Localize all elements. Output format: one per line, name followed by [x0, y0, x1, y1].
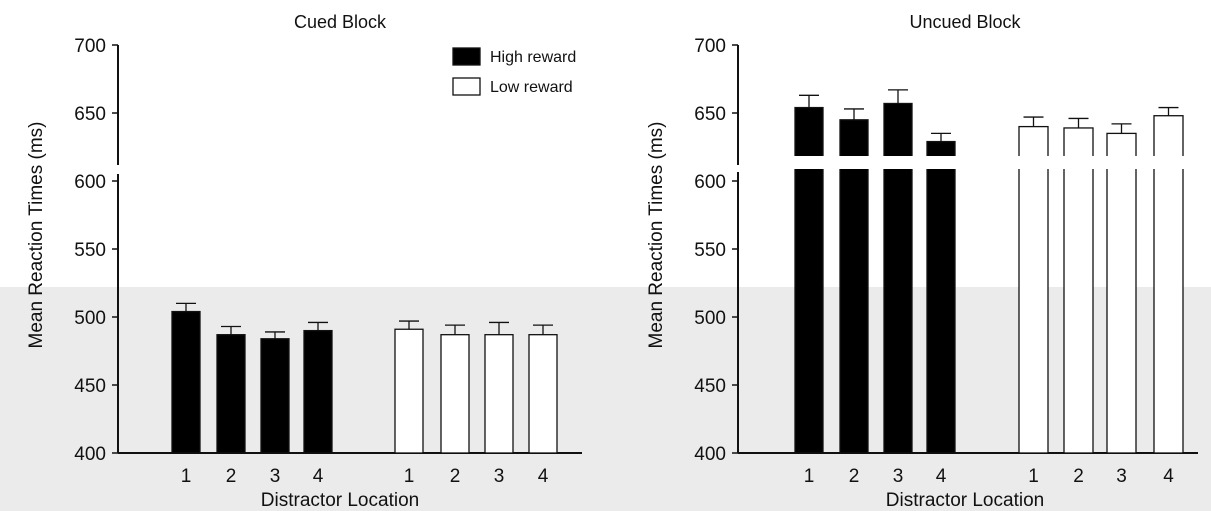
low-reward-bar-2	[440, 334, 470, 454]
chart-cued-block: Cued Block 400 450 500 550 600 650 700 Mean Reac…	[26, 12, 582, 511]
low-reward-bar-4	[528, 334, 558, 454]
x-tick-label: 4	[1163, 466, 1174, 487]
y-axis-label: Mean Reaction Times (ms)	[646, 121, 667, 348]
legend-label: Low reward	[490, 79, 573, 96]
y-tick-label: 600	[74, 172, 106, 193]
legend-swatch	[452, 77, 481, 96]
x-tick-label: 4	[313, 466, 324, 487]
chart-title: Cued Block	[294, 12, 387, 32]
y-tick-label: 500	[74, 308, 106, 329]
legend-swatch	[452, 47, 481, 66]
legend-label: High reward	[490, 49, 576, 66]
y-tick-label: 450	[74, 376, 106, 397]
low-reward-bar-4	[1153, 115, 1184, 454]
y-tick-label: 400	[694, 444, 726, 465]
low-reward-bar-2	[1063, 127, 1094, 454]
y-tick-label: 550	[74, 240, 106, 261]
high-reward-bar-2	[216, 334, 246, 454]
high-reward-bar-4	[926, 140, 956, 454]
y-tick-label: 400	[74, 444, 106, 465]
high-reward-bar-2	[839, 119, 869, 454]
low-reward-bar-3	[484, 334, 514, 454]
chart-uncued-block: Uncued Block 400 450 500 550 600 650 700 Mean Re…	[646, 12, 1200, 511]
high-reward-bar-3	[260, 338, 290, 454]
x-tick-label: 2	[226, 466, 237, 487]
x-tick-label: 1	[1028, 466, 1039, 487]
x-tick-label: 4	[936, 466, 947, 487]
y-tick-label: 700	[74, 36, 106, 57]
x-tick-label: 3	[893, 466, 904, 487]
x-tick-label: 1	[804, 466, 815, 487]
y-tick-label: 500	[694, 308, 726, 329]
y-tick-label: 650	[694, 104, 726, 125]
low-reward-bar-3	[1106, 132, 1137, 454]
x-axis-label: Distractor Location	[886, 490, 1044, 511]
x-tick-label: 2	[849, 466, 860, 487]
y-tick-label: 550	[694, 240, 726, 261]
high-reward-bar-1	[171, 310, 201, 454]
y-tick-label: 600	[694, 172, 726, 193]
high-reward-bar-3	[883, 102, 913, 454]
x-tick-label: 4	[538, 466, 549, 487]
y-tick-label: 700	[694, 36, 726, 57]
x-tick-label: 3	[1116, 466, 1127, 487]
x-tick-label: 2	[1073, 466, 1084, 487]
x-tick-label: 1	[181, 466, 192, 487]
x-tick-label: 2	[450, 466, 461, 487]
low-reward-bar-1	[1018, 125, 1049, 454]
low-reward-bar-1	[394, 328, 424, 454]
x-tick-label: 1	[404, 466, 415, 487]
x-tick-label: 3	[270, 466, 281, 487]
background-shade	[0, 287, 1211, 511]
axis-break-gap	[740, 156, 1200, 169]
high-reward-bar-4	[303, 329, 333, 454]
y-tick-label: 650	[74, 104, 106, 125]
y-tick-label: 450	[694, 376, 726, 397]
y-axis-label: Mean Reaction Times (ms)	[26, 121, 47, 348]
chart-title: Uncued Block	[909, 12, 1021, 32]
x-axis-label: Distractor Location	[261, 490, 419, 511]
x-tick-label: 3	[494, 466, 505, 487]
